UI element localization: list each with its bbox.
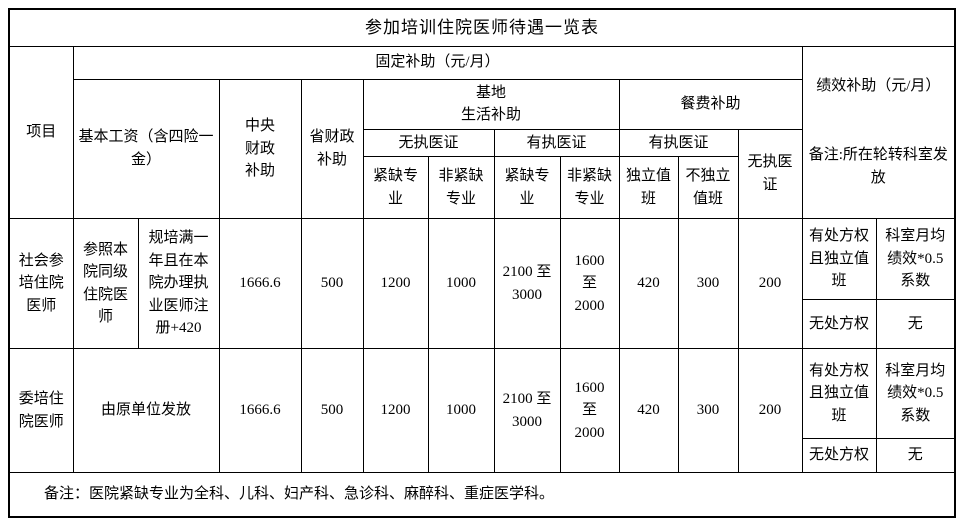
header-independent-duty: 独立值 班 bbox=[618, 156, 679, 219]
header-row-1: 项目 固定补助（元/月） 绩效补助（元/月） 备注:所在轮转科室发放 bbox=[8, 45, 956, 219]
row-social-a: 社会参 培住院 医师 参照本 院同级 住院医 师 规培满一 年且在本 院办理执 … bbox=[8, 218, 956, 349]
social-provincial: 500 bbox=[300, 218, 364, 349]
header-with-license-non-shortage: 非紧缺 专业 bbox=[559, 156, 620, 219]
physician-pay-table: 参加培训住院医师待遇一览表 项目 固定补助（元/月） 绩效补助（元/月） 备注:… bbox=[8, 8, 957, 518]
entrusted-provincial: 500 bbox=[300, 348, 364, 473]
header-meal-subsidy: 餐费补助 bbox=[618, 78, 803, 130]
social-base-salary-extra: 规培满一 年且在本 院办理执 业医师注 册+420 bbox=[137, 218, 220, 349]
social-meal-non-independent: 300 bbox=[677, 218, 739, 349]
entrusted-name: 委培住 院医师 bbox=[8, 348, 74, 473]
entrusted-with-license-non-shortage: 1600 至 2000 bbox=[559, 348, 620, 473]
performance-subsidy-title: 绩效补助（元/月） bbox=[816, 78, 941, 95]
header-with-license-shortage: 紧缺专 业 bbox=[493, 156, 561, 219]
header-no-license-non-shortage: 非紧缺 专业 bbox=[427, 156, 495, 219]
header-central-subsidy: 中央 财政 补助 bbox=[218, 78, 302, 219]
header-living-no-license: 无执医证 bbox=[362, 128, 495, 157]
header-row-2: 基本工资（含四险一 金） 中央 财政 补助 省财政 补助 基地 生活补助 餐费补… bbox=[9, 78, 955, 219]
row-entrusted-b: 无处方权 无 bbox=[9, 438, 956, 473]
social-central: 1666.6 bbox=[218, 218, 302, 349]
social-with-license-non-shortage: 1600 至 2000 bbox=[559, 218, 620, 349]
title-row: 参加培训住院医师待遇一览表 bbox=[8, 8, 956, 47]
header-provincial-subsidy: 省财政 补助 bbox=[300, 78, 364, 219]
entrusted-no-license-shortage: 1200 bbox=[362, 348, 429, 473]
entrusted-no-license-non-shortage: 1000 bbox=[427, 348, 495, 473]
header-non-independent-duty: 不独立 值班 bbox=[677, 156, 739, 219]
row-social-b: 无处方权 无 bbox=[9, 299, 956, 349]
social-name: 社会参 培住院 医师 bbox=[8, 218, 74, 349]
header-base-salary: 基本工资（含四险一 金） bbox=[72, 78, 220, 219]
social-perf-with-rx-value: 科室月均 绩效*0.5 系数 bbox=[875, 218, 956, 300]
entrusted-meal-no-license: 200 bbox=[737, 348, 803, 473]
entrusted-perf-with-rx: 有处方权 且独立值 班 bbox=[801, 348, 877, 439]
header-performance-subsidy: 绩效补助（元/月） 备注:所在轮转科室发放 bbox=[801, 45, 956, 219]
social-with-license-shortage: 2100 至 3000 bbox=[493, 218, 561, 349]
entrusted-perf-with-rx-value: 科室月均 绩效*0.5 系数 bbox=[875, 348, 956, 439]
entrusted-meal-non-independent: 300 bbox=[677, 348, 739, 473]
header-no-license-shortage: 紧缺专 业 bbox=[362, 156, 429, 219]
header-row-3: 无执医证 有执医证 有执医证 无执医 证 bbox=[9, 128, 955, 219]
header-item: 项目 bbox=[8, 45, 74, 219]
social-meal-independent: 420 bbox=[618, 218, 679, 349]
social-meal-no-license: 200 bbox=[737, 218, 803, 349]
header-base-living-subsidy: 基地 生活补助 bbox=[362, 78, 620, 130]
header-meal-with-license: 有执医证 bbox=[618, 128, 739, 157]
social-no-license-shortage: 1200 bbox=[362, 218, 429, 349]
footer-note: 备注：医院紧缺专业为全科、儿科、妇产科、急诊科、麻醉科、重症医学科。 bbox=[8, 472, 956, 517]
social-perf-no-rx-value: 无 bbox=[875, 299, 956, 349]
entrusted-base-salary: 由原单位发放 bbox=[72, 348, 220, 473]
entrusted-with-license-shortage: 2100 至 3000 bbox=[493, 348, 561, 473]
header-fixed-subsidy: 固定补助（元/月） bbox=[72, 45, 803, 80]
entrusted-perf-no-rx: 无处方权 bbox=[801, 438, 877, 473]
entrusted-central: 1666.6 bbox=[218, 348, 302, 473]
header-living-with-license: 有执医证 bbox=[493, 128, 620, 157]
social-no-license-non-shortage: 1000 bbox=[427, 218, 495, 349]
social-perf-no-rx: 无处方权 bbox=[801, 299, 877, 349]
performance-subsidy-note: 备注:所在轮转科室发放 bbox=[808, 147, 948, 186]
header-meal-no-license: 无执医 证 bbox=[737, 128, 803, 219]
row-entrusted-a: 委培住 院医师 由原单位发放 1666.6 500 1200 1000 2100… bbox=[8, 348, 956, 473]
social-perf-with-rx: 有处方权 且独立值 班 bbox=[801, 218, 877, 300]
footer-row: 备注：医院紧缺专业为全科、儿科、妇产科、急诊科、麻醉科、重症医学科。 bbox=[8, 472, 956, 517]
entrusted-perf-no-rx-value: 无 bbox=[875, 438, 956, 473]
social-base-salary-ref: 参照本 院同级 住院医 师 bbox=[72, 218, 139, 349]
table-title: 参加培训住院医师待遇一览表 bbox=[8, 8, 956, 47]
entrusted-meal-independent: 420 bbox=[618, 348, 679, 473]
